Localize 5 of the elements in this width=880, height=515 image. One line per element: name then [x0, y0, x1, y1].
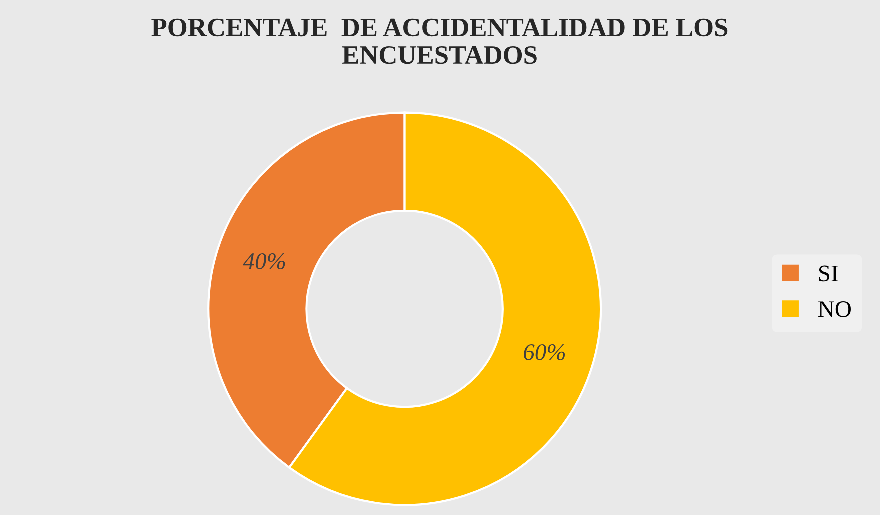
data-label: 60% — [524, 344, 566, 360]
data-label: 40% — [243, 254, 286, 270]
legend-label: SI — [819, 266, 838, 282]
chart-title: PORCENTAJE DE ACCIDENTALIDAD DE LOS ENCUESTADOS — [152, 18, 728, 64]
legend-label: NO — [818, 302, 851, 318]
